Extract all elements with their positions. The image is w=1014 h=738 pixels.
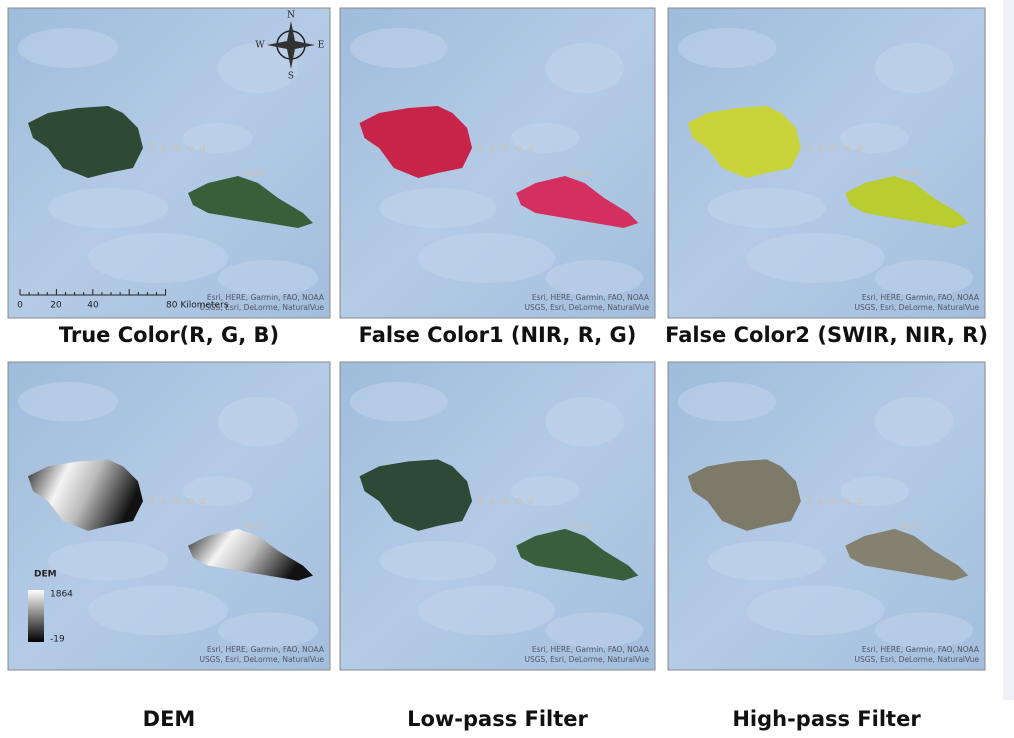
legend-max: 1864: [50, 590, 73, 600]
legend-ramp: [28, 590, 44, 642]
seafloor: [418, 233, 555, 283]
caption: High-pass Filter: [732, 707, 921, 731]
caption: False Color2 (SWIR, NIR, R): [665, 323, 988, 347]
seafloor: [18, 382, 118, 422]
seafloor: [707, 188, 825, 228]
seafloor: [545, 260, 643, 296]
attribution: Esri, HERE, Garmin, FAO, NOAA: [862, 645, 980, 654]
seafloor: [678, 382, 776, 422]
seafloor: [875, 397, 954, 447]
attribution: USGS, Esri, DeLorme, NaturalVue: [525, 655, 650, 664]
caption: Low-pass Filter: [407, 707, 588, 731]
seafloor: [707, 541, 825, 581]
caption: DEM: [143, 707, 196, 731]
seafloor: [875, 43, 954, 93]
map-panel: Samoa Apia Esri, HERE, Garmin, FAO, NOAAUS…: [340, 8, 655, 318]
scale-label: 20: [50, 301, 62, 311]
legend-min: -19: [50, 635, 65, 645]
city-label: Apia: [243, 168, 265, 179]
caption: False Color1 (NIR, R, G): [359, 323, 637, 347]
seafloor: [418, 586, 555, 636]
place-label: Samoa: [477, 494, 538, 507]
seafloor: [18, 28, 118, 68]
attribution: Esri, HERE, Garmin, FAO, NOAA: [532, 645, 650, 654]
seafloor: [218, 43, 298, 93]
attribution: Esri, HERE, Garmin, FAO, NOAA: [207, 645, 325, 654]
seafloor: [88, 586, 228, 636]
seafloor: [350, 382, 448, 422]
seafloor: [218, 260, 318, 296]
city-label: Apia: [243, 521, 265, 532]
scale-label: 40: [87, 301, 99, 311]
map-panel: Samoa Apia Esri, HERE, Garmin, FAO, NOAAUS…: [8, 362, 330, 670]
seafloor: [48, 188, 168, 228]
seafloor: [875, 260, 973, 296]
seafloor: [218, 612, 318, 648]
attribution: Esri, HERE, Garmin, FAO, NOAA: [862, 293, 980, 302]
seafloor: [678, 28, 776, 68]
place-label: Samoa: [806, 141, 868, 154]
seafloor: [545, 612, 643, 648]
attribution: Esri, HERE, Garmin, FAO, NOAA: [532, 293, 650, 302]
compass-letter: S: [288, 72, 294, 82]
place-label: Samoa: [148, 141, 211, 154]
seafloor: [545, 397, 623, 447]
map-panel: Samoa Apia Esri, HERE, Garmin, FAO, NOAAUS…: [668, 8, 985, 318]
compass-letter: W: [255, 41, 265, 51]
compass-letter: E: [318, 41, 325, 51]
attribution: USGS, Esri, DeLorme, NaturalVue: [200, 655, 325, 664]
place-label: Samoa: [148, 494, 211, 507]
seafloor: [545, 43, 623, 93]
legend-title: DEM: [34, 570, 57, 580]
attribution: USGS, Esri, DeLorme, NaturalVue: [855, 303, 980, 312]
side-strip: [1003, 0, 1014, 700]
compass-letter: N: [287, 11, 295, 21]
seafloor: [218, 397, 298, 447]
seafloor: [379, 541, 496, 581]
scale-label: 0: [17, 301, 23, 311]
attribution: USGS, Esri, DeLorme, NaturalVue: [855, 655, 980, 664]
map-panel: Samoa Apia Esri, HERE, Garmin, FAO, NOAAUS…: [340, 362, 655, 670]
attribution: USGS, Esri, DeLorme, NaturalVue: [525, 303, 650, 312]
seafloor: [350, 28, 448, 68]
place-label: Samoa: [806, 494, 868, 507]
scale-label: 80 Kilometers: [166, 301, 229, 311]
city-label: Apia: [899, 168, 921, 179]
seafloor: [747, 586, 885, 636]
seafloor: [88, 233, 228, 283]
place-label: Samoa: [477, 141, 539, 154]
caption: True Color(R, G, B): [59, 323, 279, 347]
seafloor: [875, 612, 973, 648]
map-panel: Samoa Apia Esri, HERE, Garmin, FAO, NOAAUS…: [668, 362, 985, 670]
seafloor: [379, 188, 496, 228]
city-label: Apia: [899, 521, 921, 532]
city-label: Apia: [570, 168, 592, 179]
figure: SamoaApiaEsri, HERE, Garmin, FAO, NOAAUS…: [0, 0, 1014, 738]
seafloor: [747, 233, 885, 283]
seafloor: [48, 541, 168, 581]
city-label: Apia: [570, 521, 592, 532]
